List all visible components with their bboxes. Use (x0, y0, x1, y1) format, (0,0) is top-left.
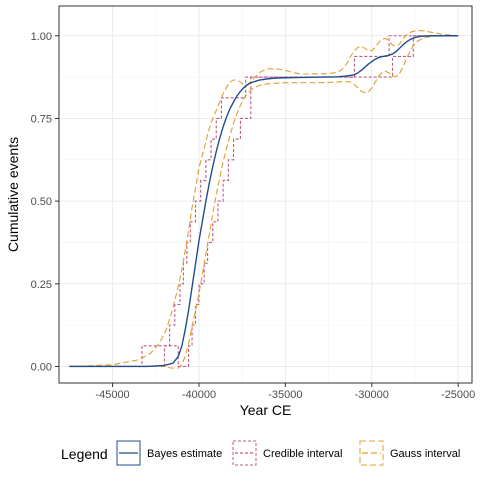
gauss-interval-upper-line (69, 29, 459, 368)
plot-border (58, 5, 473, 384)
plot-panel (59, 6, 472, 383)
bayes-estimate-line (69, 35, 459, 368)
series-layer (69, 29, 459, 369)
credible-interval-lower-line (69, 35, 459, 368)
legend-label-bayes-estimate: Bayes estimate (147, 448, 222, 460)
x-tick-label: -30000 (355, 389, 389, 401)
x-axis-title: Year CE (240, 402, 292, 418)
gauss-interval-lower-line (69, 35, 459, 369)
y-tick-label: 0.50 (31, 196, 52, 208)
legend-title: Legend (61, 446, 108, 462)
legend-label-gauss-interval: Gauss interval (390, 448, 460, 460)
y-tick-label: 0.00 (31, 361, 52, 373)
grid-major (59, 6, 472, 383)
x-tick-label: -45000 (95, 389, 129, 401)
x-tick-label: -35000 (268, 389, 302, 401)
legend: Legend Bayes estimate Credible interval Ga… (61, 440, 460, 466)
legend-key-credible-interval (232, 440, 257, 466)
legend-label-credible-interval: Credible interval (263, 448, 342, 460)
y-axis-title: Cumulative events (5, 137, 21, 252)
x-tick-label: -40000 (182, 389, 216, 401)
y-tick-label: 0.75 (31, 113, 52, 125)
y-tick-label: 0.25 (31, 279, 52, 291)
grid-minor (59, 6, 472, 383)
y-axis: 0.00 0.25 0.50 0.75 1.00 (31, 31, 59, 373)
y-tick-label: 1.00 (31, 31, 52, 43)
x-axis: -45000 -40000 -35000 -30000 -25000 (95, 383, 475, 401)
x-tick-label: -25000 (441, 389, 475, 401)
